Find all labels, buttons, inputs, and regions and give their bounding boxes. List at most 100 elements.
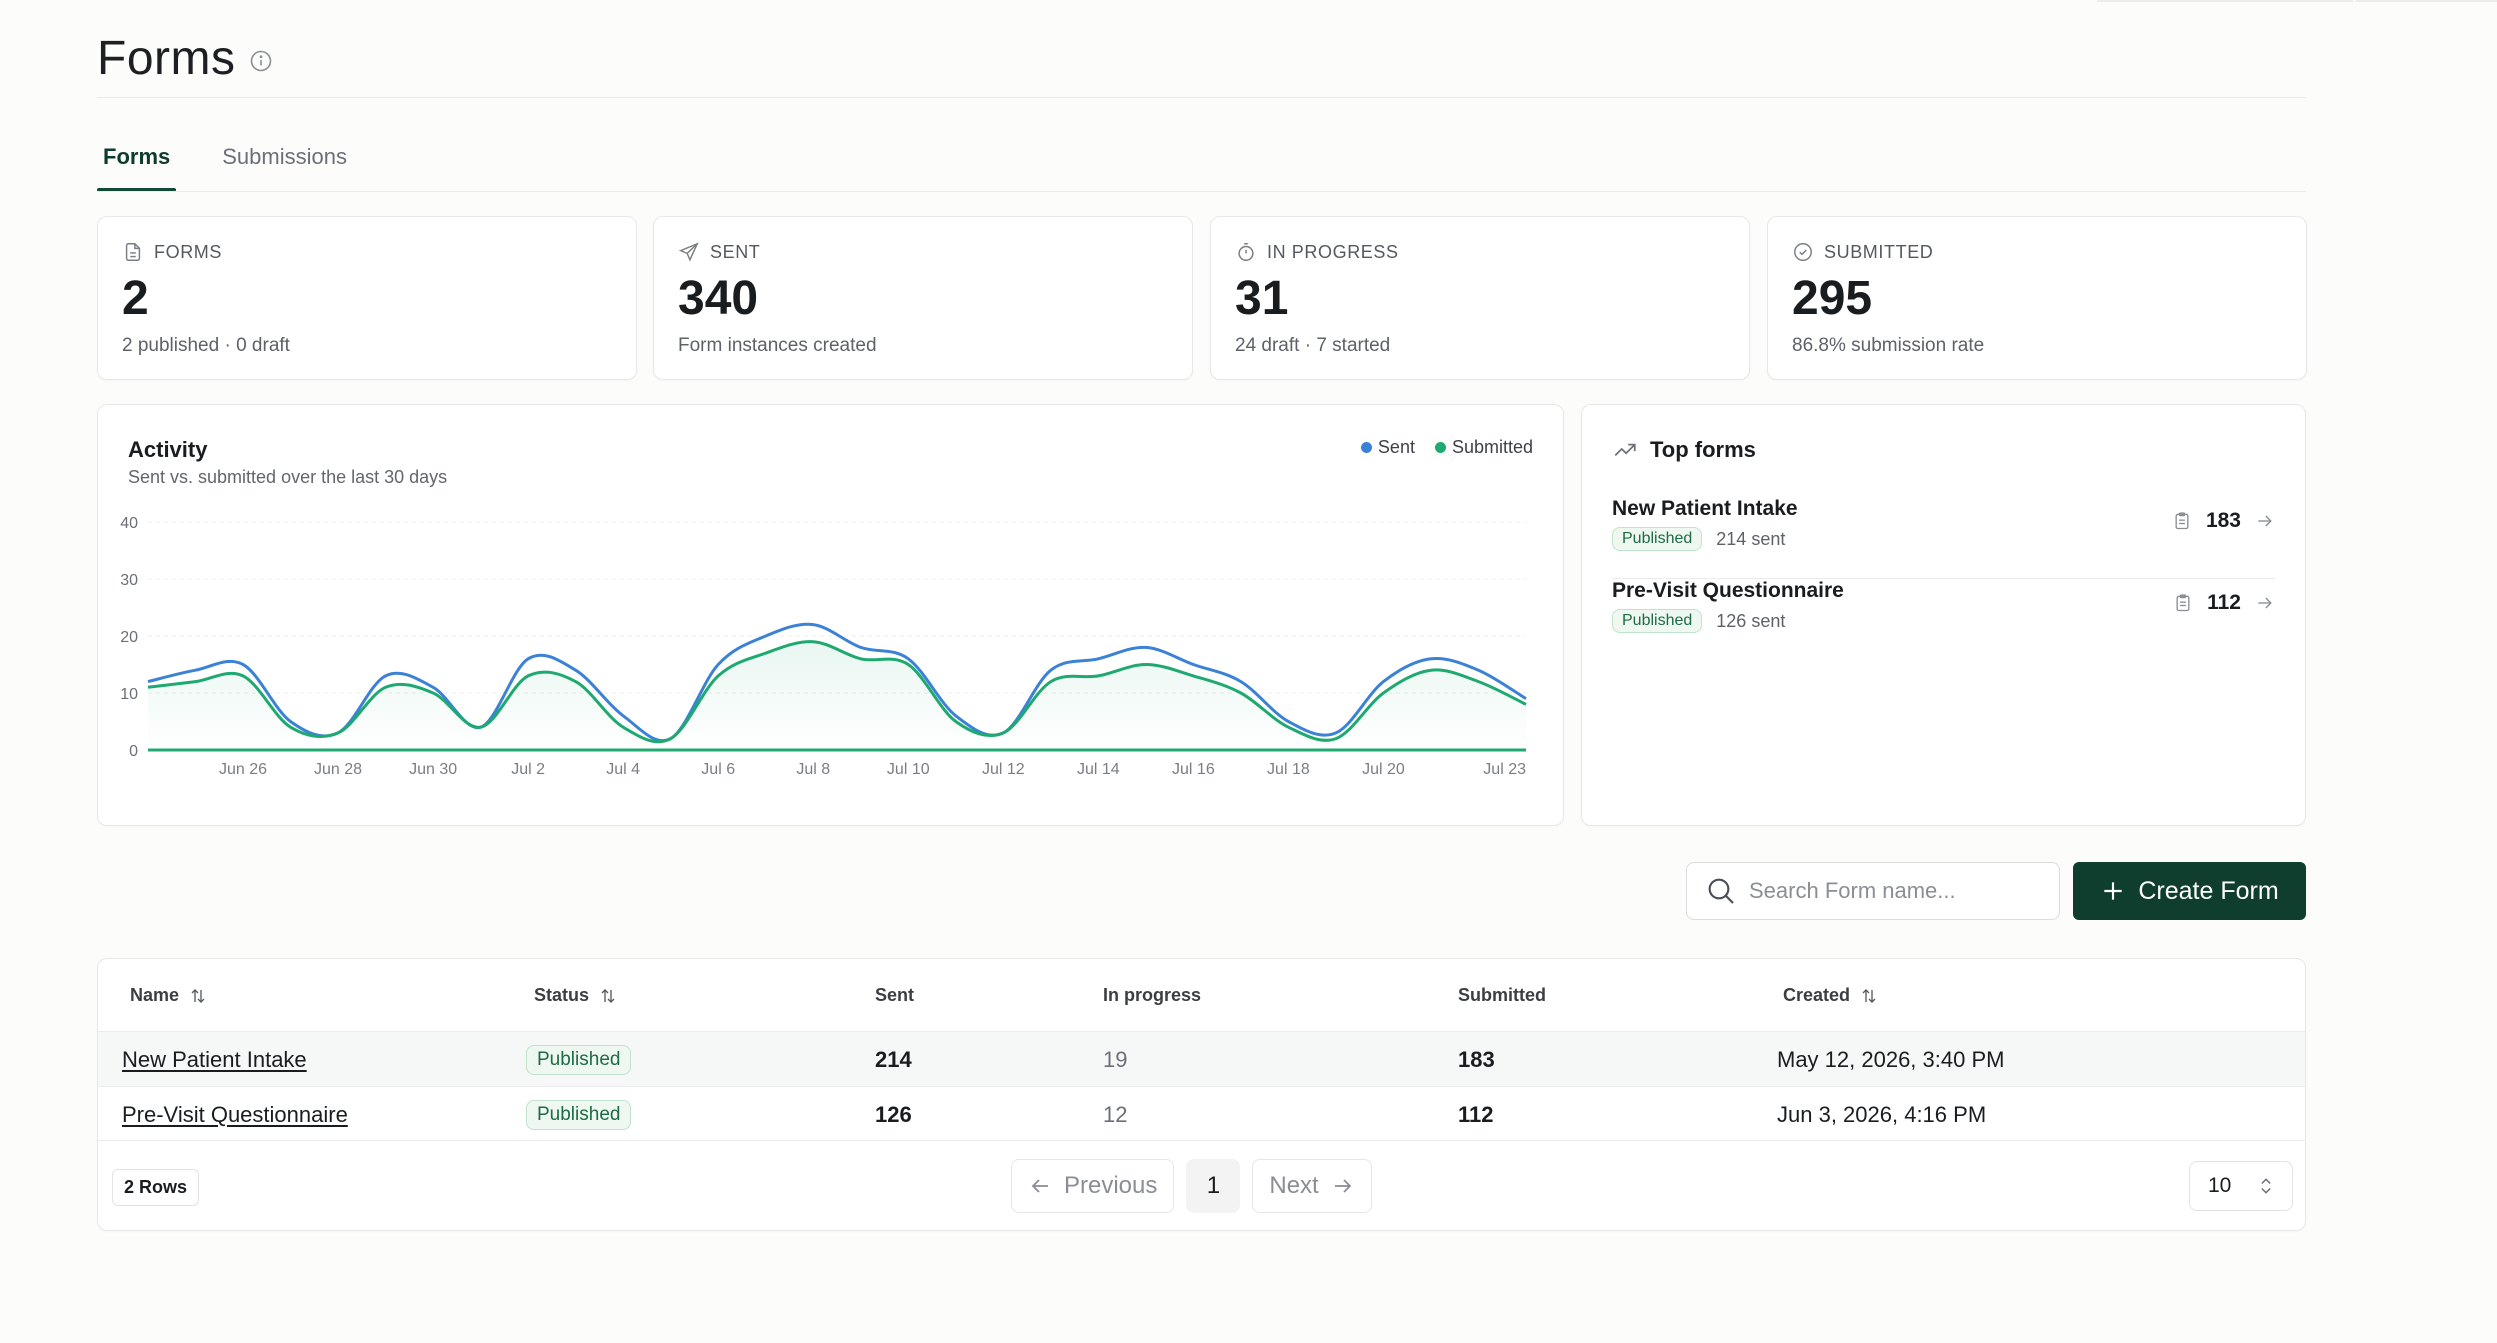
y-tick-label: 0 xyxy=(129,743,138,760)
tab-forms[interactable]: Forms xyxy=(97,130,177,192)
tab-submissions[interactable]: Submissions xyxy=(222,144,347,169)
sort-icon[interactable] xyxy=(1860,987,1878,1005)
sort-icon[interactable] xyxy=(189,987,207,1005)
search-input[interactable] xyxy=(1749,878,2039,904)
x-tick-label: Jul 12 xyxy=(982,761,1025,778)
column-header-label: Created xyxy=(1783,985,1851,1005)
arrow-right-icon[interactable] xyxy=(2255,511,2275,531)
x-tick-label: Jul 10 xyxy=(887,761,930,778)
top-divider-left xyxy=(2097,0,2353,2)
activity-card: 0 10 20 30 40 Jun 26 Jun 28 Jun 30 Jul 2 Jul 4 Jul… xyxy=(97,404,1564,826)
stat-value: 340 xyxy=(678,272,759,325)
stat-value: 2 xyxy=(122,272,149,325)
top-forms-title: Top forms xyxy=(1650,437,1756,462)
x-tick-label: Jul 20 xyxy=(1362,761,1405,778)
column-header-sent: Sent xyxy=(875,985,914,1006)
legend-dot xyxy=(1360,442,1372,453)
previous-button[interactable]: Previous xyxy=(1011,1159,1175,1213)
column-header-label: Sent xyxy=(875,985,915,1005)
status-cell: Published xyxy=(526,1032,632,1087)
x-tick-label: Jul 2 xyxy=(511,761,545,778)
series-line-submitted-2 xyxy=(147,640,1527,744)
x-tick-label: Jul 6 xyxy=(701,761,735,778)
create-form-button[interactable]: Create Form xyxy=(2073,862,2306,920)
column-header-name[interactable]: Name xyxy=(130,985,207,1006)
tabs-divider xyxy=(97,191,2306,192)
series-area-submitted xyxy=(148,641,1526,750)
form-name-link[interactable]: Pre-Visit Questionnaire xyxy=(122,1101,348,1127)
column-header-created[interactable]: Created xyxy=(1783,985,1878,1006)
stat-card-in-progress: IN PROGRESS 31 24 draft · 7 started xyxy=(1210,216,1750,380)
x-tick-label: Jul 8 xyxy=(796,761,830,778)
top-forms-header: Top forms xyxy=(1612,437,1756,463)
x-tick-label: Jun 28 xyxy=(314,761,362,778)
stat-sub: Form instances created xyxy=(678,335,877,356)
send-icon xyxy=(678,242,699,262)
next-button[interactable]: Next xyxy=(1252,1159,1372,1213)
page-size-value: 10 xyxy=(2208,1174,2232,1197)
x-tick-label: Jun 30 xyxy=(409,761,457,778)
top-form-name[interactable]: New Patient Intake xyxy=(1612,497,1798,520)
status-badge: Published xyxy=(526,1099,632,1130)
column-header-in-progress: In progress xyxy=(1103,985,1201,1006)
x-tick-label: Jul 16 xyxy=(1172,761,1215,778)
stat-value: 295 xyxy=(1792,272,1873,325)
legend-label: Submitted xyxy=(1451,437,1533,457)
table-row[interactable]: New Patient Intake Published 214 19 183 … xyxy=(98,1031,2305,1086)
sort-icon[interactable] xyxy=(599,987,617,1005)
chevron-up-down-icon xyxy=(2261,1178,2271,1194)
top-form-stats: 112 xyxy=(2173,591,2275,615)
top-form-stats: 183 xyxy=(2172,509,2275,533)
clipboard-icon xyxy=(2176,594,2190,612)
pagination: Previous 1 Next xyxy=(1011,1159,1372,1213)
page-size-select[interactable]: 10 xyxy=(2189,1161,2293,1211)
tab-bar: Forms Submissions xyxy=(97,130,393,192)
trending-up-icon xyxy=(1614,443,1636,457)
activity-title: Activity xyxy=(128,437,208,462)
activity-subtitle: Sent vs. submitted over the last 30 days xyxy=(128,467,448,487)
info-icon[interactable] xyxy=(249,49,273,73)
top-form-meta: Published 126 sent xyxy=(1612,609,1785,633)
activity-chart: 0 10 20 30 40 Jun 26 Jun 28 Jun 30 Jul 2 Jul 4 Jul… xyxy=(120,515,1527,778)
next-label: Next xyxy=(1269,1172,1319,1199)
rows-count: 2 Rows xyxy=(112,1169,200,1206)
created-cell: May 12, 2026, 3:40 PM xyxy=(1777,1046,2005,1072)
page-number-button[interactable]: 1 xyxy=(1186,1159,1241,1213)
timer-icon xyxy=(1238,243,1254,261)
stat-card-sent: SENT 340 Form instances created xyxy=(653,216,1193,380)
stat-sub: 86.8% submission rate xyxy=(1792,335,1985,356)
top-form-sent: 126 sent xyxy=(1716,610,1786,631)
legend-item-submitted: Submitted xyxy=(1434,437,1533,458)
stat-card-submitted: SUBMITTED 295 86.8% submission rate xyxy=(1767,216,2307,380)
status-badge: Published xyxy=(1612,609,1703,633)
x-tick-label: Jun 26 xyxy=(219,761,267,778)
created-cell: Jun 3, 2026, 4:16 PM xyxy=(1777,1101,1987,1127)
table-row[interactable]: Pre-Visit Questionnaire Published 126 12… xyxy=(98,1086,2305,1141)
x-tick-label: Jul 23 xyxy=(1483,761,1526,778)
top-form-item[interactable]: Pre-Visit Questionnaire Published 126 se… xyxy=(1612,579,2275,661)
submitted-cell: 112 xyxy=(1458,1101,1494,1127)
top-form-name[interactable]: Pre-Visit Questionnaire xyxy=(1612,579,1844,602)
status-cell: Published xyxy=(526,1087,632,1142)
arrow-right-icon[interactable] xyxy=(2255,593,2275,613)
sent-cell: 126 xyxy=(875,1101,912,1127)
page-header: Forms xyxy=(97,30,273,86)
top-form-sent: 214 sent xyxy=(1716,528,1786,549)
create-form-label: Create Form xyxy=(2138,876,2279,905)
sent-cell: 214 xyxy=(875,1046,912,1072)
stat-card-forms: FORMS 2 2 published · 0 draft xyxy=(97,216,637,380)
top-form-submitted: 112 xyxy=(2207,591,2241,614)
stat-label-row: IN PROGRESS xyxy=(1235,241,1725,263)
y-tick-label: 20 xyxy=(120,629,138,646)
status-badge: Published xyxy=(1612,527,1703,551)
top-form-item[interactable]: New Patient Intake Published 214 sent 18… xyxy=(1612,497,2275,579)
file-icon xyxy=(125,243,141,261)
column-header-label: Name xyxy=(130,985,180,1005)
y-tick-label: 30 xyxy=(120,572,138,589)
search-box[interactable] xyxy=(1686,862,2060,920)
stat-label-row: FORMS xyxy=(122,241,612,263)
top-forms-card: Top forms New Patient Intake Published 2… xyxy=(1581,404,2306,826)
column-header-label: In progress xyxy=(1103,985,1202,1005)
column-header-status[interactable]: Status xyxy=(534,985,617,1006)
form-name-link[interactable]: New Patient Intake xyxy=(122,1046,307,1072)
